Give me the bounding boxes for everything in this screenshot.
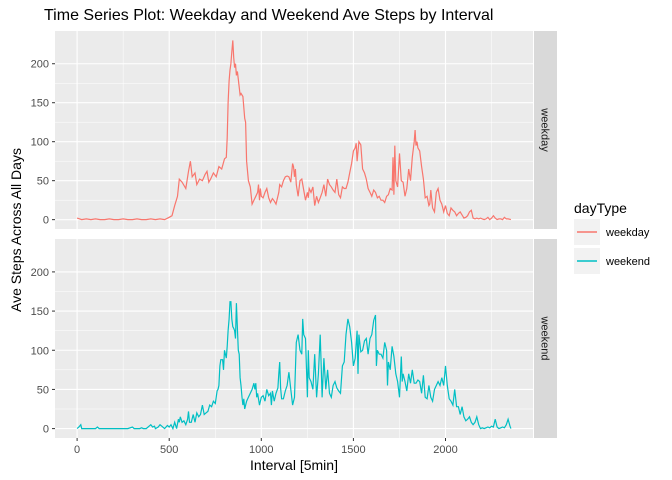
facet-strip bbox=[534, 239, 557, 438]
legend-label: weekend bbox=[605, 256, 650, 268]
facet-strip bbox=[534, 31, 557, 229]
panel-weekend: 0 50 100 150 200 weekend bbox=[31, 239, 557, 438]
x-tick-label: 1500 bbox=[341, 444, 365, 456]
y-tick-label: 50 bbox=[37, 384, 49, 396]
x-axis-label: Interval [5min] bbox=[250, 457, 338, 473]
panel-background bbox=[55, 31, 533, 229]
facet-panels: 0 50 100 150 200 weekday 0 50 100 150 200 weekend bbox=[31, 31, 557, 438]
series-line-weekend bbox=[76, 301, 512, 431]
y-axis-label: Ave Steps Across All Days bbox=[8, 148, 24, 312]
legend-title: dayType bbox=[574, 200, 627, 216]
x-tick-label: 2000 bbox=[433, 444, 457, 456]
y-tick-label: 0 bbox=[43, 424, 49, 436]
facet-strip-label: weekday bbox=[539, 107, 551, 152]
y-tick-label: 200 bbox=[31, 59, 49, 71]
y-tick-label: 0 bbox=[43, 215, 49, 227]
legend: dayType weekday weekend bbox=[574, 200, 650, 274]
x-tick-label: 1000 bbox=[249, 444, 273, 456]
legend-item-weekday: weekday bbox=[574, 219, 650, 245]
x-tick-label: 500 bbox=[160, 444, 178, 456]
x-tick-label: 0 bbox=[74, 444, 80, 456]
legend-label: weekday bbox=[605, 227, 650, 239]
y-tick-label: 150 bbox=[31, 98, 49, 110]
chart-title: Time Series Plot: Weekday and Weekend Av… bbox=[44, 7, 493, 24]
panel-weekday: 0 50 100 150 200 weekday bbox=[31, 31, 557, 229]
y-tick-label: 100 bbox=[31, 345, 49, 357]
y-tick-label: 100 bbox=[31, 137, 49, 149]
y-tick-label: 150 bbox=[31, 306, 49, 318]
y-tick-label: 200 bbox=[31, 267, 49, 279]
x-axis: 0 500 1000 1500 2000 bbox=[74, 438, 458, 456]
y-tick-label: 50 bbox=[37, 176, 49, 188]
series-line-weekday bbox=[76, 40, 512, 221]
legend-item-weekend: weekend bbox=[574, 248, 650, 274]
facet-strip-label: weekend bbox=[539, 315, 551, 360]
